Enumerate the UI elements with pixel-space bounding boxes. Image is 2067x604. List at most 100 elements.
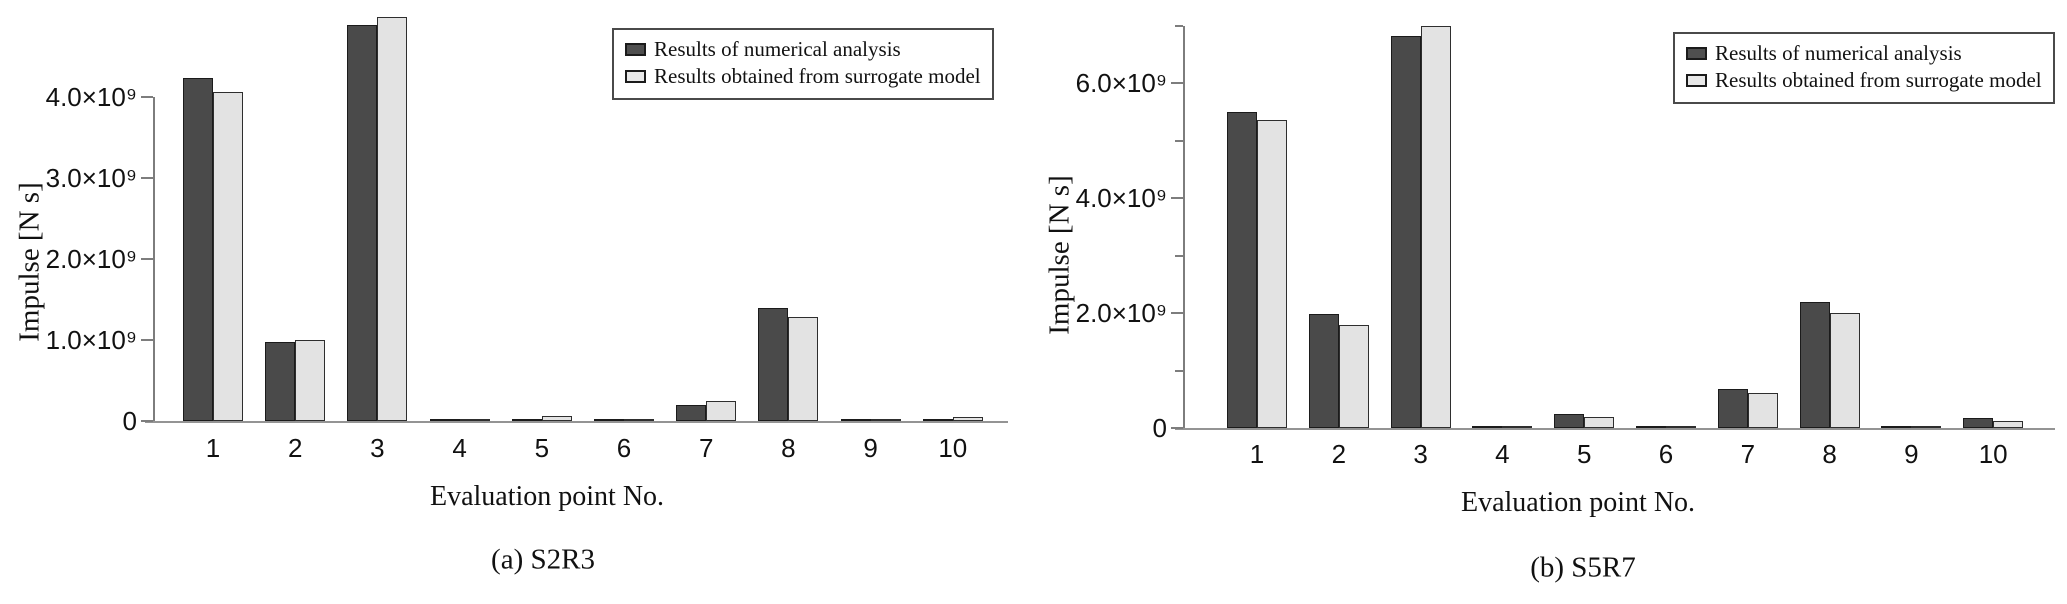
- y-tick: [141, 420, 153, 422]
- x-category-label: 1: [1249, 439, 1265, 469]
- legend-label-surrogate: Results obtained from surrogate model: [1715, 68, 2042, 92]
- y-tick: [141, 96, 153, 98]
- bar-numerical-10: [1963, 417, 1994, 428]
- bar-numerical-9: [1881, 425, 1912, 428]
- bar-numerical-8: [758, 307, 789, 421]
- bar-surrogate-5: [1584, 416, 1615, 428]
- y-axis-spine: [1183, 25, 1185, 428]
- legend-swatch-surrogate-icon: [1686, 74, 1707, 87]
- bar-surrogate-10: [1993, 421, 2024, 428]
- y-minor-tick: [1175, 369, 1183, 372]
- x-category-label: 2: [1331, 439, 1347, 469]
- bar-numerical-9: [840, 418, 871, 421]
- y-tick: [1171, 82, 1183, 84]
- y-minor-tick: [1175, 24, 1183, 27]
- legend: Results of numerical analysis Results ob…: [612, 28, 994, 100]
- bar-numerical-5: [511, 418, 542, 421]
- bar-surrogate-7: [1747, 392, 1778, 428]
- x-axis-line: [145, 421, 1008, 423]
- bar-surrogate-5: [541, 416, 572, 421]
- bar-surrogate-4: [1502, 425, 1533, 428]
- y-tick: [1171, 312, 1183, 314]
- legend: Results of numerical analysis Results ob…: [1673, 32, 2055, 104]
- bar-numerical-6: [1636, 425, 1666, 428]
- x-category-label: 1: [205, 433, 221, 463]
- bar-surrogate-3: [1420, 25, 1451, 428]
- x-category-label: 6: [616, 433, 632, 463]
- x-category-label: 3: [370, 433, 385, 463]
- bar-surrogate-10: [952, 416, 983, 421]
- x-category-label: 7: [1740, 439, 1756, 469]
- x-category-label: 3: [1413, 439, 1428, 469]
- y-axis-spine: [153, 97, 155, 421]
- y-tick-label: 4.0×10⁹: [45, 82, 137, 112]
- bar-numerical-2: [1308, 314, 1339, 428]
- legend-item-surrogate: Results obtained from surrogate model: [625, 63, 981, 90]
- bar-numerical-10: [922, 418, 953, 421]
- y-tick: [141, 339, 153, 341]
- bar-numerical-4: [429, 418, 460, 421]
- y-tick-label: 4.0×10⁹: [1075, 183, 1167, 213]
- y-tick-label: 6.0×10⁹: [1075, 68, 1167, 98]
- bar-numerical-3: [1390, 35, 1421, 428]
- bar-numerical-3: [347, 24, 378, 421]
- x-category-label: 10: [938, 433, 968, 463]
- x-category-label: 8: [781, 433, 796, 463]
- legend-swatch-numerical-icon: [1686, 47, 1707, 60]
- bar-surrogate-1: [1257, 119, 1287, 428]
- y-tick: [141, 258, 153, 260]
- chart-b-caption: (b) S5R7: [1530, 551, 1636, 584]
- y-tick-label: 3.0×10⁹: [45, 163, 137, 193]
- chart-a-caption: (a) S2R3: [491, 543, 595, 576]
- bar-numerical-4: [1472, 425, 1503, 428]
- y-tick: [141, 177, 153, 179]
- bar-surrogate-8: [788, 317, 819, 421]
- bar-numerical-7: [676, 404, 707, 421]
- bar-surrogate-1: [213, 92, 243, 421]
- bar-numerical-2: [265, 342, 296, 421]
- legend-label-surrogate: Results obtained from surrogate model: [654, 64, 981, 88]
- bar-surrogate-9: [870, 418, 901, 421]
- x-category-label: 7: [698, 433, 714, 463]
- bar-numerical-8: [1799, 302, 1830, 428]
- y-tick: [1171, 427, 1183, 429]
- y-tick-label: 0: [122, 406, 137, 436]
- y-tick-label: 1.0×10⁹: [45, 325, 137, 355]
- bar-numerical-1: [1227, 111, 1257, 428]
- x-category-label: 9: [1904, 439, 1919, 469]
- legend-swatch-surrogate-icon: [625, 70, 646, 83]
- bar-surrogate-7: [706, 400, 737, 421]
- x-category-label: 5: [1576, 439, 1592, 469]
- legend-item-surrogate: Results obtained from surrogate model: [1686, 67, 2042, 94]
- x-category-label: 9: [863, 433, 878, 463]
- legend-label-numerical: Results of numerical analysis: [1715, 41, 1962, 65]
- bar-numerical-6: [594, 418, 624, 421]
- x-category-label: 2: [287, 433, 303, 463]
- bar-numerical-7: [1717, 388, 1748, 428]
- x-axis-title: Evaluation point No.: [1460, 487, 1696, 518]
- bar-surrogate-2: [295, 340, 326, 421]
- legend-item-numerical: Results of numerical analysis: [625, 36, 981, 63]
- x-category-label: 6: [1658, 439, 1674, 469]
- bar-surrogate-6: [624, 418, 654, 421]
- y-tick: [1171, 197, 1183, 199]
- legend-swatch-numerical-icon: [625, 43, 646, 56]
- legend-item-numerical: Results of numerical analysis: [1686, 40, 2042, 67]
- x-category-label: 8: [1822, 439, 1837, 469]
- bar-numerical-1: [183, 78, 213, 421]
- bar-surrogate-8: [1829, 313, 1860, 428]
- y-tick-label: 2.0×10⁹: [1075, 298, 1167, 328]
- x-axis-title: Evaluation point No.: [429, 481, 665, 512]
- legend-label-numerical: Results of numerical analysis: [654, 37, 901, 61]
- y-minor-tick: [1175, 139, 1183, 142]
- bar-surrogate-2: [1338, 325, 1369, 428]
- bar-surrogate-4: [459, 418, 490, 421]
- y-tick-label: 2.0×10⁹: [45, 244, 137, 274]
- bar-surrogate-6: [1666, 425, 1696, 428]
- x-category-label: 10: [1978, 439, 2008, 469]
- x-category-label: 4: [452, 433, 467, 463]
- bar-surrogate-3: [377, 16, 408, 421]
- bar-numerical-5: [1554, 414, 1585, 428]
- x-category-label: 4: [1495, 439, 1510, 469]
